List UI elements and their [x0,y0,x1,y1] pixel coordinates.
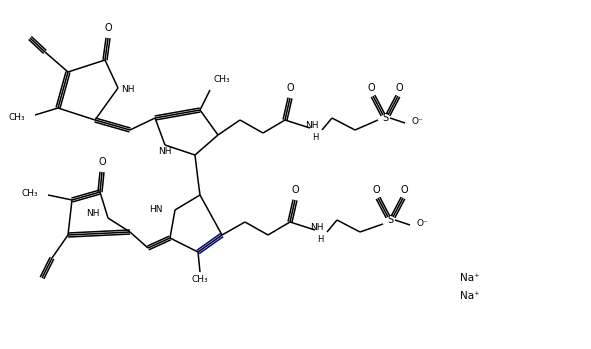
Text: O: O [395,83,403,93]
Text: CH₃: CH₃ [8,113,25,122]
Text: S: S [382,113,388,123]
Text: O: O [286,83,294,93]
Text: HN: HN [150,206,163,215]
Text: O: O [104,23,112,33]
Text: Na⁺: Na⁺ [460,273,480,283]
Text: NH: NH [305,121,319,131]
Text: O: O [291,185,299,195]
Text: H: H [317,235,323,244]
Text: O: O [400,185,408,195]
Text: S: S [387,215,393,225]
Text: O: O [98,157,106,167]
Text: NH: NH [158,148,171,156]
Text: O: O [367,83,375,93]
Text: NH: NH [86,208,100,217]
Text: CH₃: CH₃ [191,275,208,284]
Text: O: O [372,185,380,195]
Text: Na⁺: Na⁺ [460,291,480,301]
Text: O⁻: O⁻ [411,118,423,126]
Text: CH₃: CH₃ [21,188,38,198]
Text: NH: NH [310,223,324,232]
Text: NH: NH [121,86,135,95]
Text: O⁻: O⁻ [416,220,428,229]
Text: H: H [312,133,318,141]
Text: CH₃: CH₃ [213,75,230,84]
